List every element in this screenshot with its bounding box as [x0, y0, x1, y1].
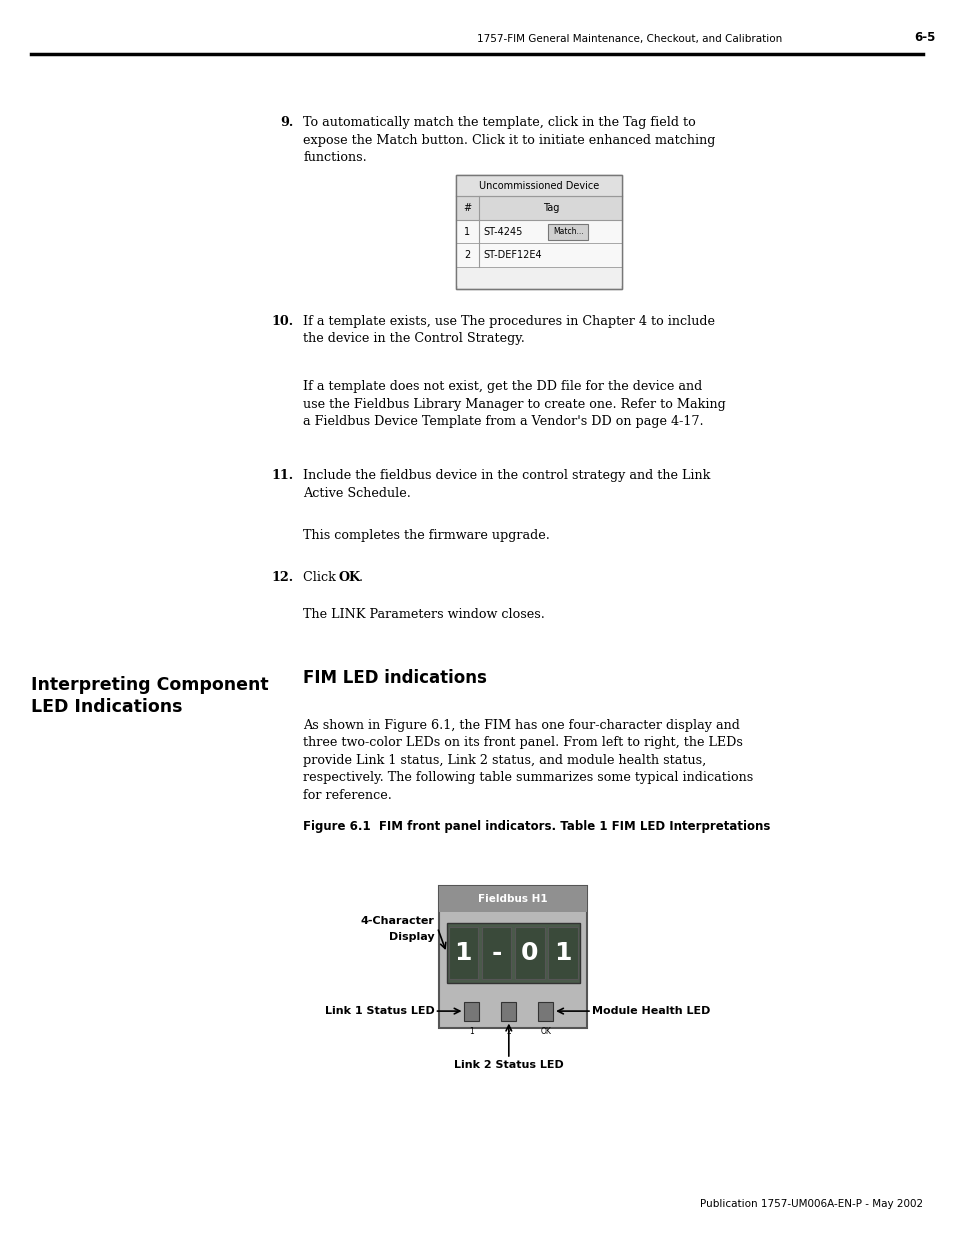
Bar — [455, 196, 621, 220]
Text: OK: OK — [338, 571, 360, 584]
Text: Click: Click — [303, 571, 340, 584]
Text: 10.: 10. — [272, 315, 294, 329]
Text: Uncommissioned Device: Uncommissioned Device — [478, 180, 598, 191]
Bar — [438, 887, 586, 911]
Text: Display: Display — [389, 932, 435, 942]
Bar — [548, 926, 578, 979]
Text: As shown in Figure 6.1, the FIM has one four-character display and
three two-col: As shown in Figure 6.1, the FIM has one … — [303, 719, 753, 802]
Text: 2: 2 — [506, 1026, 511, 1036]
Text: Include the fieldbus device in the control strategy and the Link
Active Schedule: Include the fieldbus device in the contr… — [303, 469, 710, 500]
Bar — [547, 224, 587, 240]
Text: Figure 6.1  FIM front panel indicators. Table 1 FIM LED Interpretations: Figure 6.1 FIM front panel indicators. T… — [303, 820, 770, 834]
Text: Fieldbus H1: Fieldbus H1 — [478, 894, 547, 904]
Text: #: # — [463, 203, 471, 214]
Text: ST-4245: ST-4245 — [482, 226, 522, 237]
Text: 2: 2 — [464, 249, 470, 261]
Text: 6-5: 6-5 — [913, 31, 934, 44]
Bar — [481, 926, 511, 979]
Text: This completes the firmware upgrade.: This completes the firmware upgrade. — [303, 529, 550, 542]
Text: 1: 1 — [455, 941, 472, 965]
Text: FIM LED indications: FIM LED indications — [303, 669, 487, 688]
Text: .: . — [358, 571, 362, 584]
Text: 9.: 9. — [280, 116, 294, 130]
Bar — [537, 1002, 553, 1020]
Bar — [515, 926, 544, 979]
Text: 4-Character: 4-Character — [360, 916, 435, 926]
Text: 1757-FIM General Maintenance, Checkout, and Calibration: 1757-FIM General Maintenance, Checkout, … — [476, 35, 781, 44]
Bar — [438, 887, 586, 1028]
Bar — [446, 923, 579, 983]
Text: 1: 1 — [554, 941, 571, 965]
Text: Publication 1757-UM006A-EN-P - May 2002: Publication 1757-UM006A-EN-P - May 2002 — [700, 1199, 923, 1209]
Bar — [455, 175, 621, 196]
Text: Tag: Tag — [542, 203, 558, 214]
Text: 0: 0 — [520, 941, 538, 965]
Text: Match...: Match... — [552, 227, 583, 236]
Bar — [455, 243, 621, 267]
Bar — [455, 175, 621, 289]
Text: 12.: 12. — [272, 571, 294, 584]
Text: 1: 1 — [469, 1026, 474, 1036]
Text: Link 2 Status LED: Link 2 Status LED — [454, 1060, 563, 1071]
Bar — [455, 220, 621, 243]
Text: Module Health LED: Module Health LED — [591, 1007, 710, 1016]
Text: Link 1 Status LED: Link 1 Status LED — [324, 1007, 435, 1016]
Bar — [455, 175, 621, 289]
Text: If a template does not exist, get the DD file for the device and
use the Fieldbu: If a template does not exist, get the DD… — [303, 380, 725, 429]
Bar — [455, 267, 621, 285]
Text: ST-DEF12E4: ST-DEF12E4 — [482, 249, 541, 261]
Text: Interpreting Component
LED Indications: Interpreting Component LED Indications — [30, 676, 268, 716]
Text: To automatically match the template, click in the Tag field to
expose the Match : To automatically match the template, cli… — [303, 116, 715, 164]
Bar — [448, 926, 477, 979]
Text: The LINK Parameters window closes.: The LINK Parameters window closes. — [303, 608, 545, 621]
Text: If a template exists, use The procedures in Chapter 4 to include
the device in t: If a template exists, use The procedures… — [303, 315, 715, 346]
Text: 1: 1 — [464, 226, 470, 237]
Text: OK: OK — [539, 1026, 551, 1036]
Bar — [464, 1002, 478, 1020]
Bar — [501, 1002, 516, 1020]
Text: 11.: 11. — [272, 469, 294, 483]
Text: -: - — [491, 941, 501, 965]
